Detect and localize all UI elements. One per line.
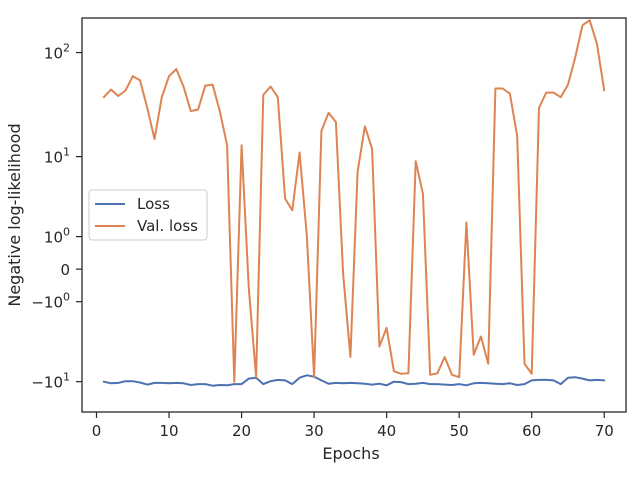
legend-label-val-loss: Val. loss: [137, 217, 198, 235]
x-tick-label: 30: [305, 422, 324, 440]
legend-label-loss: Loss: [137, 195, 170, 213]
series-line-loss: [102, 374, 606, 387]
legend-box: [88, 189, 208, 241]
plot-frame: [81, 17, 627, 413]
y-axis: −101 −100 0 100 101 102: [31, 42, 82, 392]
x-tick-label: 20: [232, 422, 251, 440]
x-axis-label: Epochs: [322, 444, 379, 463]
y-tick-label: 101: [44, 146, 70, 167]
x-tick-label: 0: [92, 422, 102, 440]
y-tick-label: 0: [60, 261, 70, 279]
y-tick-label: −100: [31, 291, 70, 312]
x-tick-label: 60: [522, 422, 541, 440]
x-axis: 0 10 20 30 40 50 60 70: [92, 412, 614, 440]
x-tick-label: 50: [450, 422, 469, 440]
series-line-val-loss: [102, 19, 606, 383]
y-tick-label: 100: [44, 226, 70, 247]
x-tick-label: 70: [595, 422, 614, 440]
x-tick-label: 10: [159, 422, 178, 440]
y-tick-label: −101: [31, 371, 70, 392]
y-tick-label: 102: [44, 42, 70, 63]
x-tick-label: 40: [377, 422, 396, 440]
y-axis-label: Negative log-likelihood: [5, 123, 24, 306]
legend: Loss Val. loss: [88, 189, 208, 241]
series-layer: [102, 19, 606, 387]
